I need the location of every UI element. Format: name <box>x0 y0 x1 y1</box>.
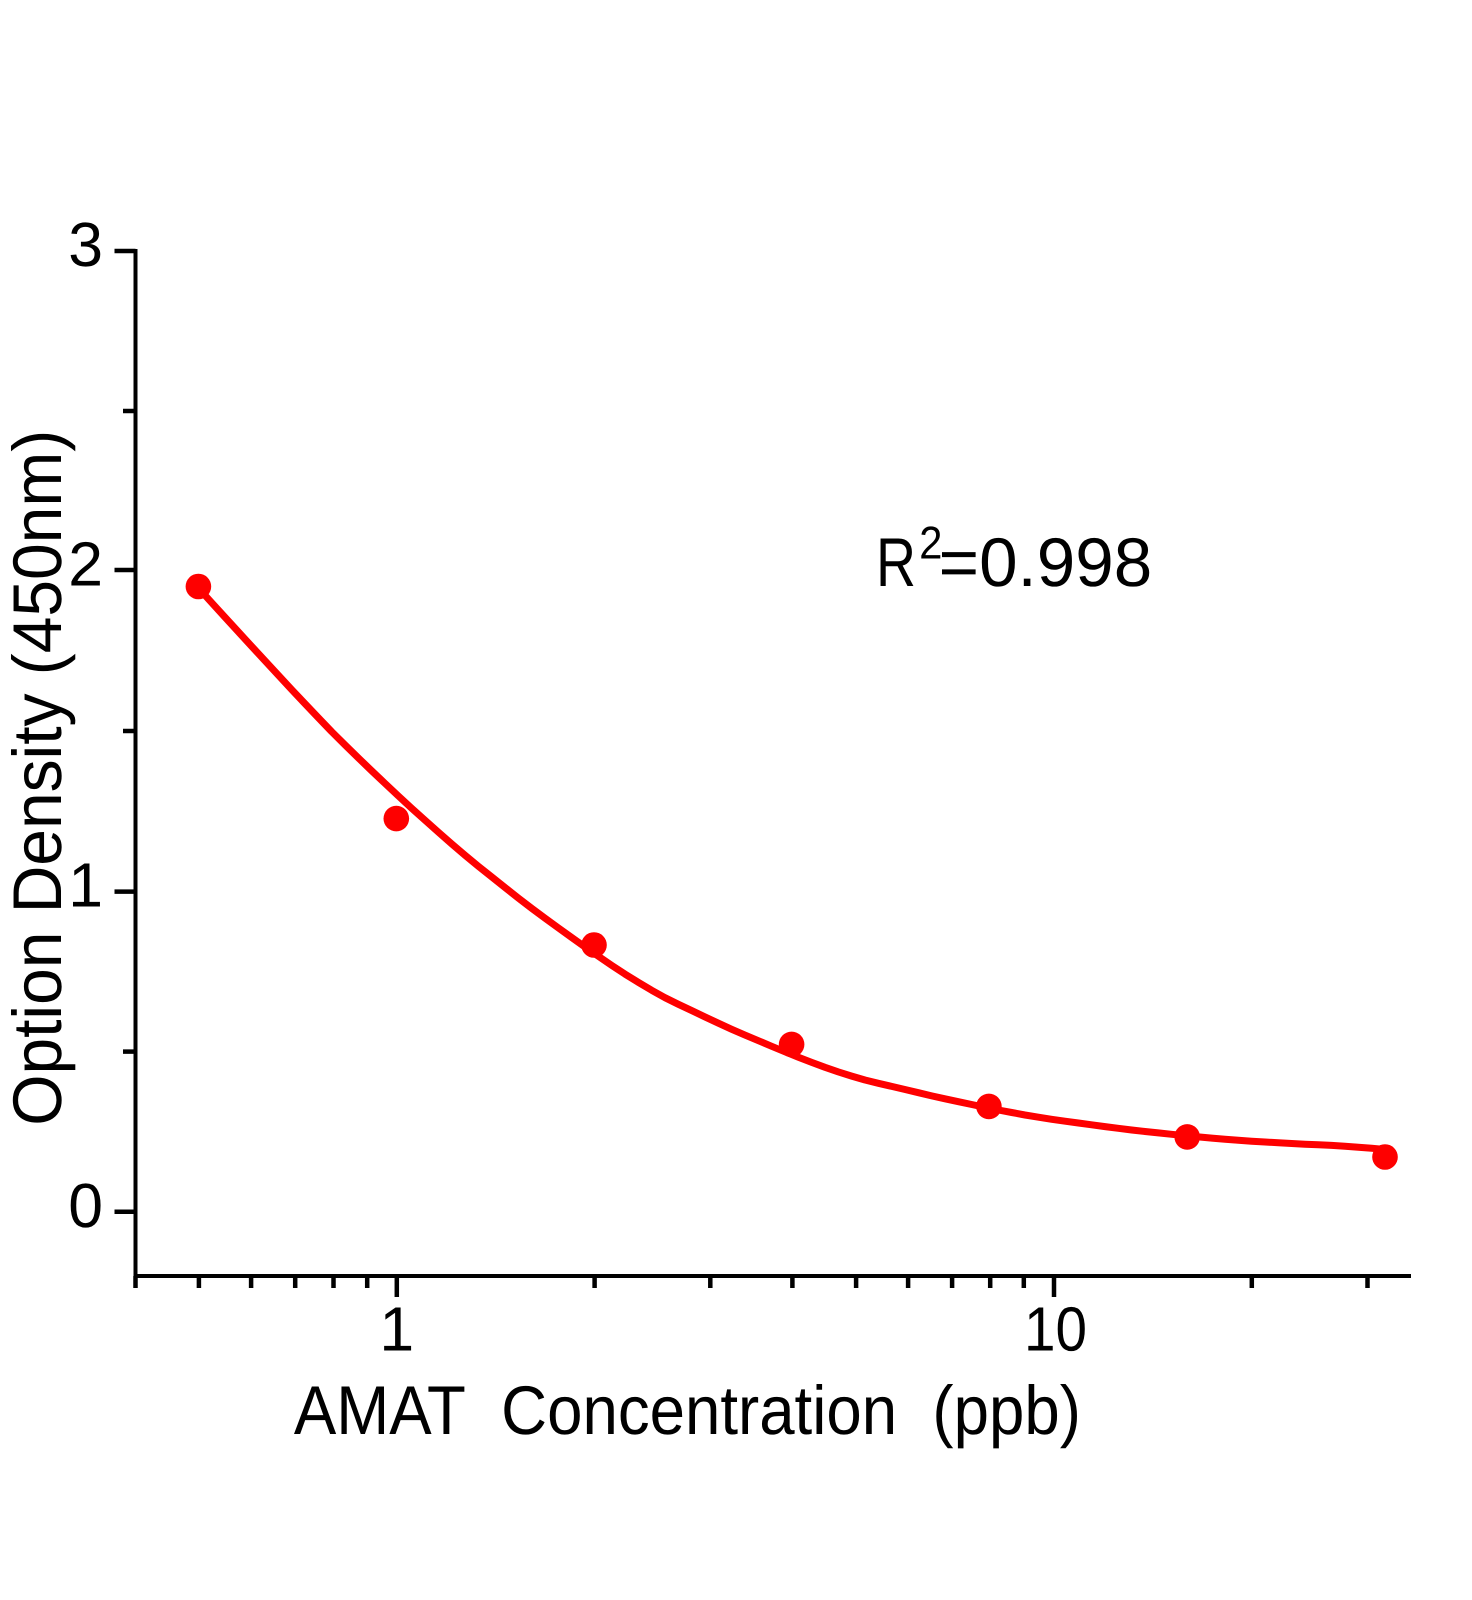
svg-text:=0.998: =0.998 <box>939 524 1152 601</box>
svg-text:1: 1 <box>68 851 103 921</box>
svg-text:3: 3 <box>68 210 103 280</box>
svg-text:Option Density (450nm): Option Density (450nm) <box>0 430 76 1126</box>
svg-text:0: 0 <box>68 1171 103 1241</box>
svg-text:AMAT Concentration (ppb): AMAT Concentration (ppb) <box>294 1372 1081 1449</box>
svg-text:10: 10 <box>1024 1295 1087 1365</box>
svg-text:2: 2 <box>68 530 103 600</box>
svg-text:R: R <box>876 524 916 601</box>
svg-text:1: 1 <box>379 1295 414 1365</box>
